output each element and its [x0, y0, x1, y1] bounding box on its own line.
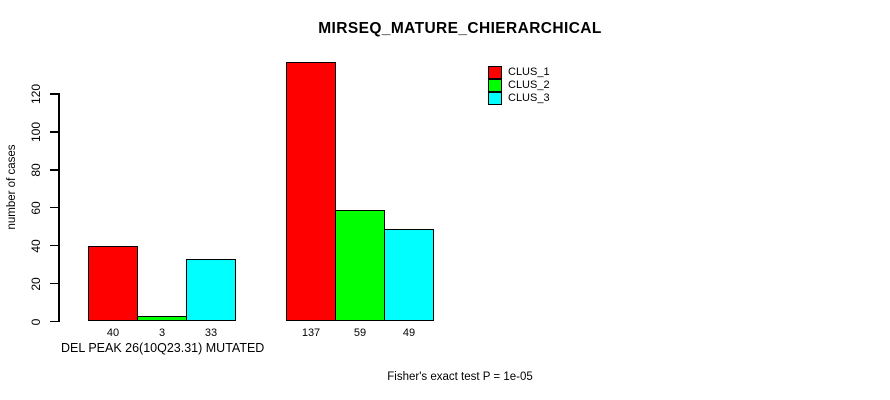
legend-swatch-icon [488, 66, 502, 79]
legend-item-clus_1: CLUS_1 [488, 66, 550, 79]
pvalue-annotation: Fisher's exact test P = 1e-05 [387, 371, 533, 383]
bar-value-label: 40 [106, 326, 120, 339]
y-axis-tick [50, 93, 58, 95]
y-axis-tick [50, 169, 58, 171]
y-axis-tick-label: 60 [29, 201, 43, 215]
bar-clus_1-group1 [88, 245, 138, 322]
y-axis-tick [50, 282, 58, 285]
y-axis-line [58, 93, 60, 323]
bar-value-label: 49 [402, 326, 416, 339]
y-axis-tick [50, 131, 58, 133]
y-axis-tick-label: 100 [29, 121, 43, 142]
legend-item-clus_3: CLUS_3 [488, 92, 550, 105]
legend-label: CLUS_2 [508, 79, 550, 91]
bar-value-label: 59 [353, 326, 367, 339]
y-axis-tick-label: 120 [29, 83, 43, 104]
y-axis-tick [50, 320, 58, 323]
y-axis-tick [50, 244, 58, 247]
legend-label: CLUS_1 [508, 66, 550, 78]
y-axis-tick [50, 206, 58, 209]
bar-clus_1-group2 [286, 61, 336, 322]
bar-clus_2-group2 [335, 209, 385, 322]
y-axis-tick-label: 0 [29, 318, 43, 325]
chart-title: MIRSEQ_MATURE_CHIERARCHICAL [318, 20, 602, 37]
bar-clus_2-group1 [137, 315, 187, 322]
bar-value-label: 33 [204, 326, 218, 339]
legend-swatch-icon [488, 79, 502, 92]
legend-item-clus_2: CLUS_2 [488, 79, 550, 92]
bar-value-label: 137 [301, 326, 321, 339]
y-axis-tick-label: 80 [29, 163, 43, 177]
y-axis-tick-label: 20 [29, 276, 43, 291]
legend: CLUS_1 CLUS_2 CLUS_3 [488, 66, 550, 105]
y-axis-tick-label: 40 [29, 238, 43, 253]
bar-clus_3-group1 [186, 258, 236, 322]
legend-swatch-icon [488, 92, 502, 105]
bar-value-label: 3 [158, 326, 166, 339]
bar-clus_3-group2 [384, 228, 434, 322]
y-axis-label: number of cases [6, 144, 18, 230]
legend-label: CLUS_3 [508, 92, 550, 104]
x-axis-label: DEL PEAK 26(10Q23.31) MUTATED [61, 341, 265, 355]
